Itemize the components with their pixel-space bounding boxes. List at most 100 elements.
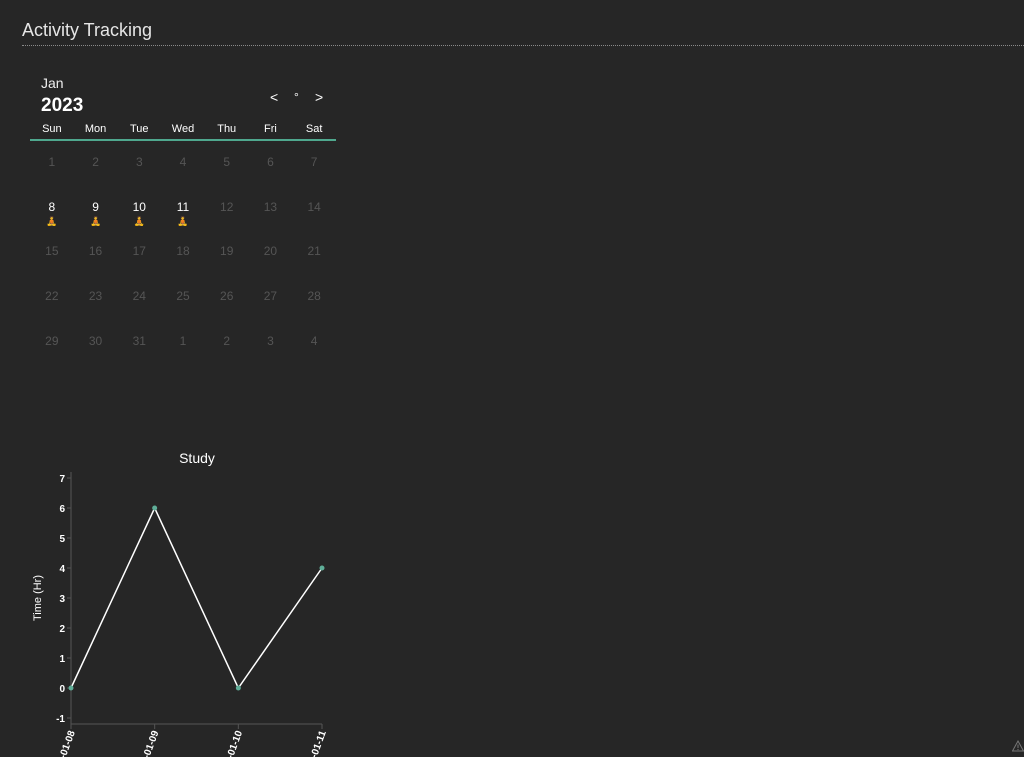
- day-number: 27: [263, 289, 278, 304]
- data-point: [68, 685, 74, 691]
- calendar-day[interactable]: 23: [74, 289, 118, 334]
- y-tick-label: 6: [59, 504, 65, 515]
- calendar-day[interactable]: 13: [249, 200, 293, 245]
- calendar-day[interactable]: 18: [161, 244, 205, 289]
- day-number: 17: [132, 244, 146, 259]
- calendar-day[interactable]: 12: [205, 200, 249, 245]
- calendar-day[interactable]: 6: [249, 155, 293, 200]
- day-number: 4: [179, 155, 187, 169]
- calendar-day[interactable]: 4: [161, 155, 205, 200]
- y-tick-label: 3: [59, 594, 65, 605]
- calendar-day[interactable]: 1: [161, 334, 205, 379]
- calendar-day[interactable]: 1: [30, 155, 74, 200]
- weekday-label: Mon: [84, 123, 107, 135]
- day-number: 9: [92, 199, 99, 214]
- day-number: 13: [263, 199, 278, 214]
- weekday-label: Sat: [305, 123, 323, 135]
- calendar-day[interactable]: 7: [292, 155, 336, 200]
- y-tick-label: 0: [59, 684, 65, 695]
- data-point: [152, 505, 158, 511]
- y-tick-label: 4: [59, 564, 65, 575]
- calendar-day[interactable]: 27: [249, 289, 293, 334]
- calendar-day[interactable]: 2: [205, 334, 249, 379]
- calendar-day[interactable]: 16: [74, 244, 118, 289]
- calendar-day[interactable]: 21: [292, 244, 336, 289]
- calendar-day[interactable]: 22: [30, 289, 74, 334]
- weekday-label: Thu: [217, 123, 237, 135]
- calendar-day[interactable]: 8 🧘: [30, 200, 74, 245]
- calendar-day[interactable]: 14: [292, 200, 336, 245]
- calendar-day[interactable]: 19: [205, 244, 249, 289]
- weekday-label: Fri: [264, 123, 277, 135]
- data-point: [235, 685, 241, 691]
- day-number: 15: [45, 244, 59, 259]
- day-number: 16: [88, 244, 103, 259]
- calendar-day[interactable]: 30: [74, 334, 118, 379]
- next-month-button[interactable]: >: [315, 89, 324, 105]
- data-point: [319, 565, 325, 571]
- warning-icon[interactable]: [1012, 740, 1024, 752]
- meditation-icon: 🧘: [133, 215, 145, 226]
- calendar-day[interactable]: 15: [30, 244, 74, 289]
- meditation-icon: 🧘: [177, 215, 189, 226]
- calendar-day[interactable]: 17: [117, 244, 161, 289]
- calendar-grid: 1 2 3 4 5 6 7 8 🧘 9 🧘 10 🧘 11 🧘 12 13 14 15 16 17 18 19 20 21 22 2…: [30, 155, 336, 378]
- day-number: 1: [48, 155, 56, 169]
- calendar-day[interactable]: 9 🧘: [74, 200, 118, 245]
- day-number: 28: [307, 289, 321, 304]
- day-number: 23: [88, 289, 103, 304]
- calendar-day[interactable]: 24: [117, 289, 161, 334]
- day-number: 14: [307, 199, 321, 214]
- day-number: 24: [132, 289, 146, 304]
- day-number: 12: [220, 199, 234, 214]
- calendar-day[interactable]: 11 🧘: [161, 200, 205, 245]
- weekday-label: Sun: [42, 123, 62, 135]
- meditation-icon: 🧘: [89, 215, 102, 226]
- today-button[interactable]: °: [294, 90, 299, 104]
- day-number: 3: [135, 155, 143, 169]
- day-number: 8: [48, 199, 56, 214]
- day-number: 10: [132, 199, 146, 214]
- calendar-day[interactable]: 5: [205, 155, 249, 200]
- day-number: 20: [263, 244, 278, 259]
- calendar-day[interactable]: 31: [117, 334, 161, 379]
- chart-title: Study: [179, 450, 215, 466]
- day-number: 29: [45, 333, 59, 348]
- day-number: 3: [267, 333, 274, 348]
- prev-month-button[interactable]: <: [270, 89, 279, 105]
- calendar-day[interactable]: 3: [249, 334, 293, 379]
- calendar-day[interactable]: 2: [74, 155, 118, 200]
- day-number: 22: [45, 289, 59, 304]
- calendar-day[interactable]: 10 🧘: [117, 200, 161, 245]
- x-tick-label: 2023-01-10: [217, 729, 245, 757]
- calendar-month: Jan: [41, 75, 64, 91]
- day-number: 5: [223, 155, 231, 169]
- calendar-day[interactable]: 25: [161, 289, 205, 334]
- y-axis-label: Time (Hr): [32, 575, 44, 621]
- title-divider: [22, 45, 1024, 46]
- weekday-header: Sun Mon Tue Wed Thu Fri Sat: [30, 123, 336, 135]
- y-tick-label: 1: [59, 654, 65, 665]
- calendar-day[interactable]: 4: [292, 334, 336, 379]
- calendar-day[interactable]: 3: [117, 155, 161, 200]
- day-number: 19: [220, 244, 234, 259]
- calendar-day[interactable]: 29: [30, 334, 74, 379]
- day-number: 11: [176, 199, 190, 214]
- day-number: 1: [179, 333, 187, 348]
- page-title: Activity Tracking: [22, 20, 153, 40]
- day-number: 18: [176, 244, 190, 259]
- calendar-day[interactable]: 20: [249, 244, 293, 289]
- calendar-day[interactable]: 28: [292, 289, 336, 334]
- meditation-icon: 🧘: [46, 215, 58, 226]
- day-number: 2: [223, 333, 231, 348]
- day-number: 21: [307, 244, 321, 259]
- day-number: 30: [88, 333, 103, 348]
- day-number: 7: [310, 155, 318, 169]
- day-number: 2: [92, 155, 99, 169]
- calendar-day[interactable]: 26: [205, 289, 249, 334]
- x-tick-label: 2023-01-08: [50, 729, 78, 757]
- series-line: [70, 506, 323, 690]
- day-number: 4: [310, 333, 318, 348]
- weekday-label: Wed: [171, 123, 195, 135]
- calendar-year: 2023: [41, 95, 84, 116]
